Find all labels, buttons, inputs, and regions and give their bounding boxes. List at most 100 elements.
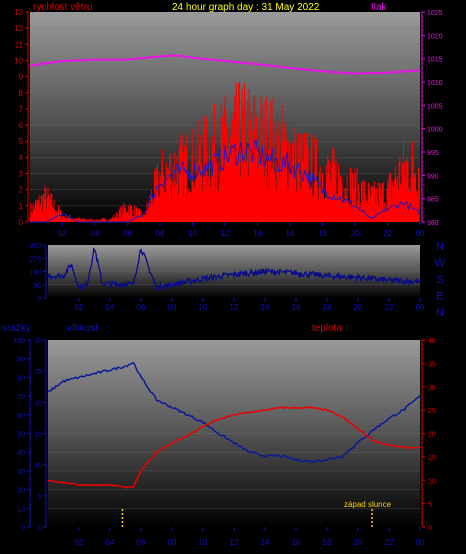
wind-x-axis-label: 14 [253,229,262,238]
climate-x-axis-label: 04 [106,538,115,547]
direction-x-axis-label: 12 [230,303,239,312]
direction-axis-tick-label: 180 [29,270,41,277]
wind-axis-tick-label: 10 [14,56,23,65]
climate-x-axis-label: 06 [137,538,146,547]
direction-axis-tick-label: 90 [33,283,41,290]
climate-x-axis-label: 10 [199,538,208,547]
pressure-axis-tick-label: 990 [427,173,439,180]
temperature-axis-tick-label: 30 [428,385,436,392]
sunset-annotation: západ slunce [344,500,392,509]
rain-axis-tick-label: 40 [17,450,25,457]
direction-x-axis-label: 22 [385,303,394,312]
humidity-axis-tick-label: 10 [34,463,42,470]
direction-x-axis-label: 04 [106,303,115,312]
wind-axis-tick-label: 3 [19,170,24,179]
rain-axis-tick-label: 20 [17,488,25,495]
rain-axis-tick-label: 0 [21,525,25,532]
wind-x-axis-label: 06 [123,229,132,238]
chart-title: 24 hour graph day : 31 May 2022 [172,2,320,13]
wind-x-axis-label: 18 [318,229,327,238]
pressure-axis-tick-label: 980 [427,220,439,227]
humidity-axis-tick-label: 0 [38,525,42,532]
pressure-axis-label: tlak [371,2,388,13]
direction-x-axis-label: 08 [168,303,177,312]
wind-axis-tick-label: 0 [19,218,24,227]
direction-axis-tick-label: 360 [29,243,41,250]
wind-x-axis-label: 12 [221,229,230,238]
wind-axis-tick-label: 5 [19,137,24,146]
pressure-axis-tick-label: 1000 [427,127,443,134]
direction-x-axis-label: 16 [292,303,301,312]
direction-x-axis-label: 02 [75,303,84,312]
temperature-axis-tick-label: 20 [428,432,436,439]
rain-axis-tick-label: 70 [17,394,25,401]
humidity-axis-label: vlhkost [67,323,98,334]
temperature-axis-tick-label: 0 [428,525,432,532]
rain-axis-tick-label: 10 [17,506,25,513]
wind-x-axis-label: 08 [156,229,165,238]
compass-label: N [436,241,444,253]
wind-x-axis-label: 04 [91,229,100,238]
rain-axis-tick-label: 50 [17,432,25,439]
wind-x-axis-label: 16 [286,229,295,238]
direction-x-axis-label: 06 [137,303,146,312]
rain-axis-tick-label: 80 [17,375,25,382]
wind-x-axis-label: 02 [58,229,67,238]
wind-axis-tick-label: 7 [19,105,24,114]
pressure-axis-tick-label: 1015 [427,57,443,64]
wind-axis-tick-label: 11 [15,40,24,49]
wind-axis-tick-label: 2 [19,186,24,195]
climate-x-axis-label: 22 [385,538,394,547]
climate-x-axis-label: 18 [323,538,332,547]
wind-axis-tick-label: 1 [19,202,24,211]
direction-x-axis-label: 14 [261,303,270,312]
wind-gust-series [29,81,420,222]
temperature-axis-tick-label: 5 [428,502,432,509]
direction-axis-tick-label: 270 [29,256,41,263]
wind-x-axis-label: 10 [188,229,197,238]
temperature-axis-tick-label: 15 [428,455,436,462]
temperature-axis-tick-label: 35 [428,361,436,368]
climate-x-axis-label: 00 [416,538,425,547]
pressure-axis-tick-label: 1010 [427,80,443,87]
climate-x-axis-label: 02 [75,538,84,547]
wind-axis-tick-label: 4 [19,153,24,162]
pressure-axis-tick-label: 985 [427,197,439,204]
climate-x-axis-label: 16 [292,538,301,547]
humidity-axis-tick-label: 25 [34,369,42,376]
wind-axis-tick-label: 9 [19,73,24,82]
rain-axis-tick-label: 90 [17,357,25,364]
compass-label: E [436,291,443,303]
rain-axis-tick-label: 30 [17,469,25,476]
direction-x-axis-label: 20 [354,303,363,312]
wind-axis-label: rychlost větru [33,2,92,13]
humidity-axis-tick-label: 30 [34,338,42,345]
wind-x-axis-label: 20 [351,229,360,238]
humidity-axis-tick-label: 15 [34,432,42,439]
climate-x-axis-label: 14 [261,538,270,547]
wind-average-series [30,139,421,223]
pressure-axis-tick-label: 995 [427,150,439,157]
pressure-axis-tick-label: 1025 [427,10,443,17]
temperature-series [47,406,421,489]
compass-label: N [436,307,444,319]
climate-x-axis-label: 08 [168,538,177,547]
humidity-axis-tick-label: 5 [38,494,42,501]
wind-x-axis-label: 22 [383,229,392,238]
temperature-axis-tick-label: 25 [428,408,436,415]
wind-axis-tick-label: 13 [14,8,23,17]
pressure-axis-tick-label: 1005 [427,103,443,110]
rain-axis-label: srážky [2,323,31,334]
climate-x-axis-label: 20 [354,538,363,547]
rain-axis-tick-label: 60 [17,413,25,420]
compass-label: S [436,274,443,286]
temperature-axis-label: teplota [312,323,342,334]
pressure-axis-tick-label: 1020 [427,33,443,40]
compass-label: W [435,258,446,270]
wind-axis-tick-label: 8 [19,89,24,98]
humidity-series [47,361,421,464]
temperature-axis-tick-label: 10 [428,478,436,485]
temperature-axis-tick-label: 40 [428,338,436,345]
